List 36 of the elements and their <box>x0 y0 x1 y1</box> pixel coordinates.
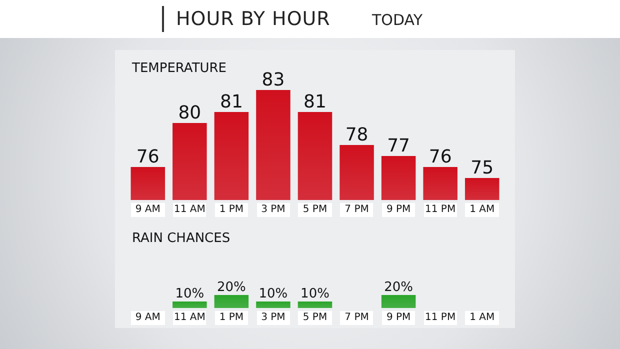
data-label: 81 <box>220 92 243 112</box>
x-tick-label: 9 PM <box>382 311 416 325</box>
x-tick-label: 5 PM <box>298 203 332 217</box>
text: TODAY <box>372 11 423 29</box>
data-label: 10% <box>300 286 330 302</box>
x-tick-label: 9 AM <box>131 203 165 217</box>
chart-title: RAIN CHANCES <box>132 231 230 246</box>
x-tick-label: 11 AM <box>172 311 206 325</box>
data-label: 76 <box>136 146 160 168</box>
x-tick-label: 9 AM <box>131 311 165 325</box>
x-tick-label: 3 PM <box>256 311 290 325</box>
x-tick-label: 11 AM <box>172 203 206 217</box>
x-tick-label: 7 PM <box>340 203 374 217</box>
data-label: 10% <box>258 286 288 302</box>
data-label: 20% <box>216 280 246 295</box>
data-label: 77 <box>387 136 410 156</box>
data-label: 75 <box>470 158 494 178</box>
x-tick-label: 9 PM <box>382 203 416 217</box>
data-label: 81 <box>304 92 326 112</box>
x-tick-label: 7 PM <box>340 311 374 325</box>
text: HOUR BY HOUR <box>176 8 330 30</box>
data-label: 80 <box>178 102 202 124</box>
data-label: 10% <box>175 286 204 302</box>
x-tick-label: 1 AM <box>465 203 499 217</box>
x-tick-label: 11 PM <box>424 203 458 217</box>
data-label: 76 <box>428 146 452 168</box>
x-tick-label: 1 PM <box>214 311 248 325</box>
x-tick-label: 11 PM <box>424 311 458 325</box>
data-label: 20% <box>384 280 414 295</box>
data-label: 78 <box>345 124 368 146</box>
x-tick-label: 5 PM <box>298 311 332 325</box>
x-tick-label: 3 PM <box>256 203 290 217</box>
chart-title: TEMPERATURE <box>131 61 227 76</box>
x-tick-label: 1 PM <box>214 203 248 217</box>
data-label: 83 <box>262 70 285 90</box>
x-tick-label: 1 AM <box>465 311 499 325</box>
